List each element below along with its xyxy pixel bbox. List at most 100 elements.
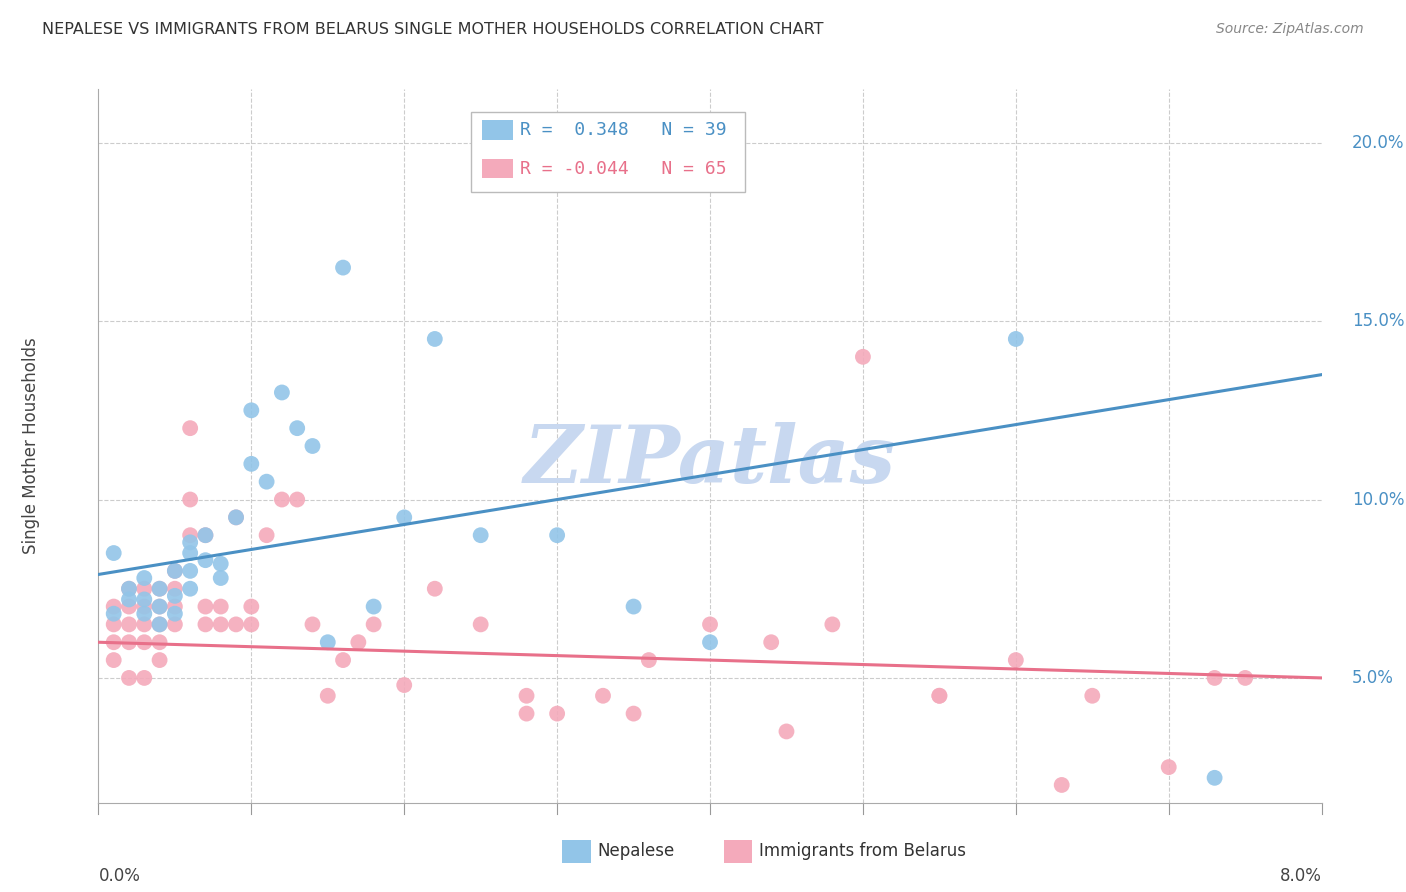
Point: [759, 635, 782, 649]
Point: [392, 510, 416, 524]
Point: [516, 706, 538, 721]
Point: [118, 582, 141, 596]
Point: [699, 617, 721, 632]
Point: [270, 385, 294, 400]
Point: [699, 635, 721, 649]
Point: [1204, 671, 1226, 685]
Text: 15.0%: 15.0%: [1353, 312, 1405, 330]
Point: [163, 599, 186, 614]
Point: [285, 492, 308, 507]
Text: 0.0%: 0.0%: [98, 867, 141, 885]
Point: [118, 592, 141, 607]
Text: 10.0%: 10.0%: [1353, 491, 1405, 508]
Point: [1157, 760, 1180, 774]
Point: [392, 678, 416, 692]
Point: [134, 607, 156, 621]
Point: [1081, 689, 1104, 703]
Point: [240, 617, 263, 632]
Point: [163, 564, 186, 578]
Point: [149, 635, 172, 649]
Point: [928, 689, 950, 703]
Point: [149, 617, 172, 632]
Point: [163, 582, 186, 596]
Point: [1004, 332, 1026, 346]
Point: [316, 635, 339, 649]
Point: [179, 528, 201, 542]
Point: [209, 557, 232, 571]
Text: 8.0%: 8.0%: [1279, 867, 1322, 885]
Point: [194, 617, 217, 632]
Point: [118, 599, 141, 614]
Point: [363, 617, 385, 632]
Text: R =  0.348   N = 39: R = 0.348 N = 39: [520, 121, 727, 139]
Point: [240, 599, 263, 614]
Point: [194, 553, 217, 567]
Text: Single Mother Households: Single Mother Households: [22, 338, 41, 554]
Point: [103, 546, 125, 560]
Point: [103, 607, 125, 621]
Point: [623, 599, 645, 614]
Point: [134, 617, 156, 632]
Point: [270, 492, 294, 507]
Text: Immigrants from Belarus: Immigrants from Belarus: [759, 842, 966, 860]
Text: 20.0%: 20.0%: [1353, 134, 1405, 152]
Point: [149, 599, 172, 614]
Point: [240, 457, 263, 471]
Point: [179, 564, 201, 578]
Point: [134, 582, 156, 596]
Point: [103, 599, 125, 614]
Point: [118, 671, 141, 685]
Point: [134, 671, 156, 685]
Point: [546, 528, 568, 542]
Point: [134, 592, 156, 607]
Point: [149, 599, 172, 614]
Point: [209, 599, 232, 614]
Point: [225, 510, 247, 524]
Point: [423, 582, 446, 596]
Point: [1204, 771, 1226, 785]
Point: [332, 653, 354, 667]
Point: [225, 617, 247, 632]
Point: [163, 564, 186, 578]
Point: [134, 635, 156, 649]
Text: ZIPatlas: ZIPatlas: [524, 422, 896, 499]
Point: [103, 635, 125, 649]
Point: [163, 617, 186, 632]
Point: [103, 617, 125, 632]
Text: Nepalese: Nepalese: [598, 842, 675, 860]
Point: [149, 582, 172, 596]
Point: [194, 599, 217, 614]
Point: [470, 617, 492, 632]
Point: [179, 421, 201, 435]
Point: [179, 535, 201, 549]
Point: [332, 260, 354, 275]
Point: [194, 528, 217, 542]
Point: [163, 607, 186, 621]
Point: [209, 571, 232, 585]
Point: [118, 635, 141, 649]
Point: [163, 589, 186, 603]
Point: [256, 528, 278, 542]
Point: [623, 706, 645, 721]
Point: [301, 439, 323, 453]
Point: [1234, 671, 1257, 685]
Point: [149, 617, 172, 632]
Point: [179, 582, 201, 596]
Text: NEPALESE VS IMMIGRANTS FROM BELARUS SINGLE MOTHER HOUSEHOLDS CORRELATION CHART: NEPALESE VS IMMIGRANTS FROM BELARUS SING…: [42, 22, 824, 37]
Point: [470, 528, 492, 542]
Point: [821, 617, 844, 632]
Text: R = -0.044   N = 65: R = -0.044 N = 65: [520, 160, 727, 178]
Point: [363, 599, 385, 614]
Point: [637, 653, 661, 667]
Point: [928, 689, 950, 703]
Point: [775, 724, 797, 739]
Point: [301, 617, 323, 632]
Point: [347, 635, 370, 649]
Point: [1050, 778, 1073, 792]
Point: [316, 689, 339, 703]
Point: [516, 689, 538, 703]
Point: [240, 403, 263, 417]
Point: [179, 546, 201, 560]
Point: [423, 332, 446, 346]
Point: [546, 706, 568, 721]
